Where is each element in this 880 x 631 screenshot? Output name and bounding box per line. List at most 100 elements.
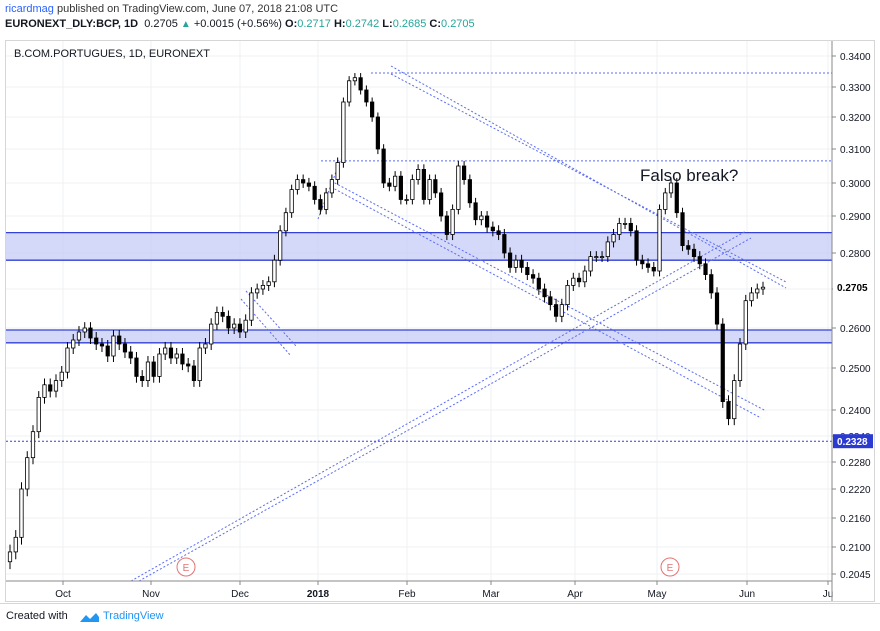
candle-body xyxy=(726,401,731,420)
candle-body xyxy=(599,256,605,259)
candle-body xyxy=(381,148,386,184)
candle-body xyxy=(582,270,587,283)
candle-body xyxy=(76,331,82,341)
candle-body xyxy=(36,396,41,433)
y-tick-label: 0.2100 xyxy=(840,543,871,554)
candle-body xyxy=(312,185,317,200)
candle-body xyxy=(663,192,668,210)
candle-body xyxy=(25,457,30,490)
candle-body xyxy=(709,274,714,294)
candle-body xyxy=(484,215,490,228)
candle-body xyxy=(433,179,438,194)
candle-body xyxy=(168,347,174,359)
author-link[interactable]: ricardmag xyxy=(5,3,54,15)
footer: Created with TradingView xyxy=(0,603,880,631)
tradingview-cloud-icon xyxy=(80,613,99,622)
candle-body xyxy=(743,300,748,345)
change-value: +0.0015 (+0.56%) xyxy=(193,18,282,30)
candle-body xyxy=(283,212,289,232)
candle-body xyxy=(191,365,197,382)
candle-body xyxy=(674,182,679,214)
candle-body xyxy=(53,380,59,392)
candle-body xyxy=(548,296,553,306)
candle-body xyxy=(140,375,145,381)
candle-body xyxy=(605,241,610,257)
candle-body xyxy=(226,315,231,329)
support-price-label: 0.2328 xyxy=(837,437,868,448)
candle-body xyxy=(99,343,105,347)
resistance-zone xyxy=(6,232,832,261)
flag-line-2 xyxy=(245,290,297,347)
candle-body xyxy=(490,226,495,232)
y-tick-label: 0.3300 xyxy=(840,83,871,94)
candle-body xyxy=(542,288,547,298)
candle-body xyxy=(398,175,403,200)
candle-body xyxy=(329,179,334,194)
candle-body xyxy=(249,292,254,321)
candle-body xyxy=(243,319,248,333)
candle-body xyxy=(94,337,99,345)
publish-text: published on TradingView.com, June 07, 2… xyxy=(56,3,339,15)
candle-body xyxy=(13,536,18,553)
candle-body xyxy=(427,179,432,200)
candle-body xyxy=(645,263,651,268)
candle-body xyxy=(456,165,461,210)
candle-body xyxy=(42,384,47,398)
candle-body xyxy=(703,263,708,276)
candle-body xyxy=(691,248,697,258)
down-channel-upper-2 xyxy=(390,73,787,283)
candle-body xyxy=(553,304,559,317)
candle-body xyxy=(163,347,168,355)
candle-body xyxy=(732,380,737,420)
candle-body xyxy=(444,215,449,235)
candle-body xyxy=(335,162,340,180)
tradingview-link[interactable]: TradingView xyxy=(103,610,164,622)
candle-body xyxy=(232,323,237,329)
x-tick-label: Ju xyxy=(823,589,834,600)
candle-body xyxy=(375,116,380,150)
candle-body xyxy=(668,182,674,194)
publish-info: ricardmag published on TradingView.com, … xyxy=(5,3,338,15)
candle-body xyxy=(404,199,409,201)
candle-body xyxy=(496,230,501,235)
candle-body xyxy=(576,277,582,283)
event-marker-1-circle xyxy=(176,557,196,577)
candle-body xyxy=(151,361,156,377)
down-channel-lower-2 xyxy=(330,186,762,419)
candle-body xyxy=(393,175,398,187)
candle-body xyxy=(461,165,467,180)
candle-body xyxy=(720,323,725,403)
candle-body xyxy=(88,327,93,339)
low-label: L: xyxy=(382,18,393,30)
close-label: C: xyxy=(429,18,442,30)
last-price-label-box xyxy=(833,280,873,295)
candle-body xyxy=(410,179,415,200)
candle-body xyxy=(306,182,312,187)
y-tick-label: 0.3200 xyxy=(840,113,871,124)
y-tick-label: 0.2160 xyxy=(840,514,871,525)
candle-body xyxy=(341,101,346,163)
y-tick-label: 0.3000 xyxy=(840,179,871,190)
chart-frame[interactable]: 0.3400 0.3300 0.3200 0.3100 0.3000 0.2900 0.28… xyxy=(5,40,875,602)
candles xyxy=(7,73,766,570)
low-value: 0.2685 xyxy=(392,18,427,30)
candle-body xyxy=(364,89,369,103)
candle-body xyxy=(519,259,524,268)
quote-line: EURONEXT_DLY:BCP, 1D 0.2705 ▲ +0.0015 (+… xyxy=(5,18,475,30)
y-tick-label: 0.2900 xyxy=(840,212,871,223)
created-with-label: Created with xyxy=(6,610,68,622)
y-tick-label: 0.2600 xyxy=(840,324,871,335)
price-chart[interactable]: 0.3400 0.3300 0.3200 0.3100 0.3000 0.2900 0.28… xyxy=(6,41,874,601)
candle-body xyxy=(387,182,392,187)
candle-body xyxy=(105,345,110,357)
candle-body xyxy=(347,80,352,103)
candle-body xyxy=(513,259,518,268)
candle-body xyxy=(651,266,656,272)
candle-body xyxy=(318,199,323,210)
symbol-label: EURONEXT_DLY:BCP, 1D xyxy=(5,18,139,30)
candle-body xyxy=(536,277,541,290)
x-tick-label: 2018 xyxy=(307,589,330,600)
y-tick-label: 0.3100 xyxy=(840,145,871,156)
open-label: O: xyxy=(285,18,298,30)
support-price-label-box xyxy=(833,434,873,449)
